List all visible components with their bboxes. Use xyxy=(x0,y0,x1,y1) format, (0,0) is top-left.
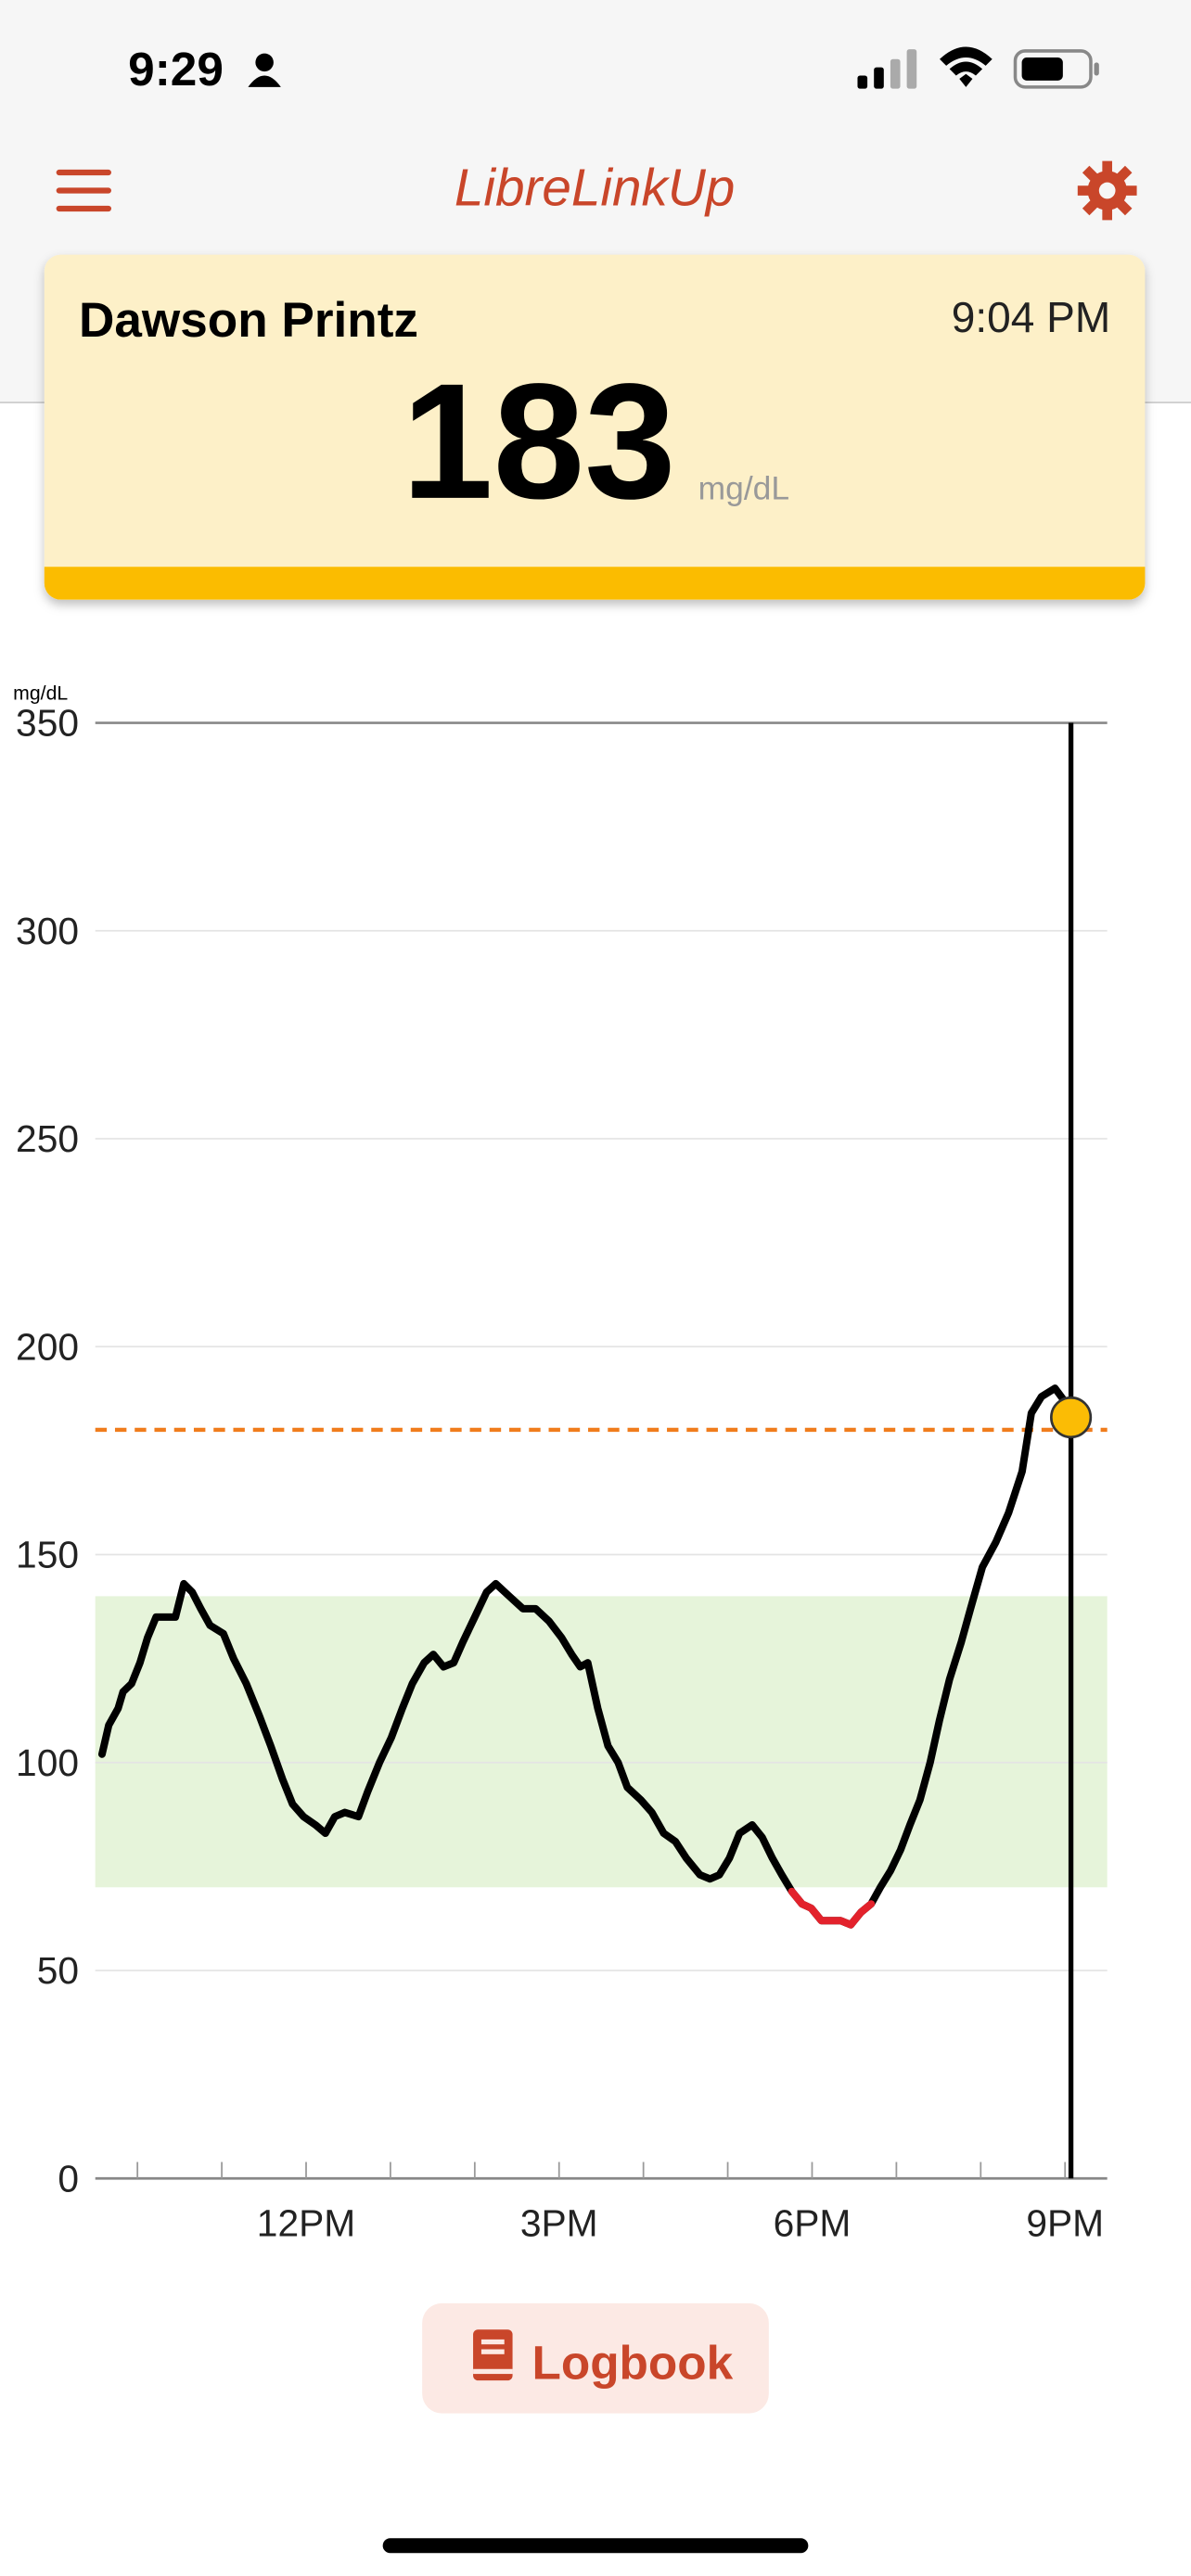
patient-name: Dawson Printz xyxy=(79,293,418,348)
y-tick-label: 350 xyxy=(16,702,79,745)
menu-button[interactable] xyxy=(56,169,111,212)
y-axis-label: mg/dL xyxy=(13,682,68,705)
y-tick-label: 300 xyxy=(16,910,79,952)
y-tick-label: 250 xyxy=(16,1117,79,1160)
reading-time: 9:04 PM xyxy=(952,293,1110,341)
y-tick-label: 150 xyxy=(16,1534,79,1576)
settings-button[interactable] xyxy=(1077,160,1137,221)
y-tick-label: 50 xyxy=(37,1949,79,1992)
x-tick-label: 3PM xyxy=(520,2201,598,2244)
status-icons xyxy=(248,46,1099,89)
low-glucose-line xyxy=(788,1887,876,1929)
app-title: LibreLinkUp xyxy=(455,159,735,217)
logbook-label[interactable]: Logbook xyxy=(531,2336,733,2389)
x-tick-label: 12PM xyxy=(257,2201,355,2244)
x-tick-label: 6PM xyxy=(774,2201,852,2244)
status-time: 9:29 xyxy=(128,43,224,96)
glucose-unit: mg/dL xyxy=(698,470,789,507)
glucose-line xyxy=(97,1384,1069,1929)
glucose-value: 183 xyxy=(402,350,675,533)
home-indicator xyxy=(382,2538,809,2554)
logbook-button[interactable]: Logbook xyxy=(422,2302,769,2414)
y-tick-label: 200 xyxy=(16,1325,79,1368)
chart: mg/dL 0 50 100 150 200 250 300 350 12PM 3PM 6PM 9PM xyxy=(13,682,1108,2244)
y-tick-label: 100 xyxy=(16,1741,79,1784)
target-range xyxy=(95,1596,1108,1888)
y-tick-label: 0 xyxy=(58,2157,79,2200)
glucose-card xyxy=(44,254,1146,600)
x-tick-label: 9PM xyxy=(1026,2201,1104,2244)
current-point xyxy=(1050,1396,1093,1439)
